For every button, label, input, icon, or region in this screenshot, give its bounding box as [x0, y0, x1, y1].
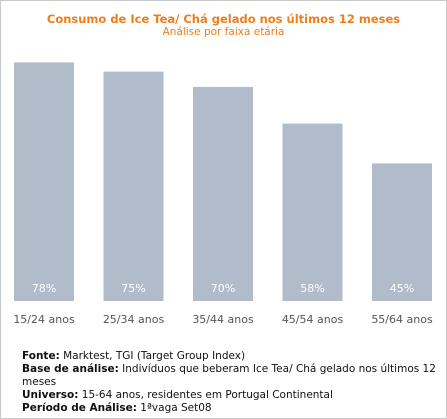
note-period-text: 1ªvaga Set08: [140, 402, 212, 414]
bar-value-label-3: 70%: [211, 282, 235, 295]
bar-3: [193, 86, 253, 302]
category-label-1: 15/24 anos: [13, 313, 75, 326]
chart-subtitle: Análise por faixa etária: [162, 26, 285, 38]
note-source: Fonte: Marktest, TGI (Target Group Index…: [22, 350, 437, 363]
note-universe-text: 15-64 anos, residentes em Portugal Conti…: [81, 389, 333, 401]
bar-2: [103, 71, 164, 301]
category-label-3: 35/44 anos: [192, 313, 254, 326]
note-source-text: Marktest, TGI (Target Group Index): [63, 350, 246, 362]
chart-notes: Fonte: Marktest, TGI (Target Group Index…: [22, 350, 437, 415]
bar-value-label-1: 78%: [32, 282, 56, 295]
bar-chart: 78% 15/24 anos 75% 25/34 anos 70% 35/44 anos 5…: [13, 62, 433, 326]
note-universe: Universo: 15-64 anos, residentes em Port…: [22, 389, 437, 402]
bar-value-label-2: 75%: [121, 282, 145, 295]
category-label-5: 55/64 anos: [371, 313, 433, 326]
bar-value-label-5: 45%: [390, 282, 414, 295]
note-base-text: Indivíduos que beberam Ice Tea/ Chá gela…: [22, 363, 436, 388]
note-source-label: Fonte:: [22, 350, 60, 362]
bar-1: [14, 62, 74, 302]
category-label-4: 45/54 anos: [282, 313, 344, 326]
category-label-2: 25/34 anos: [103, 313, 165, 326]
note-base: Base de análise: Indivíduos que beberam …: [22, 363, 437, 389]
chart-title: Consumo de Ice Tea/ Chá gelado nos últim…: [46, 12, 401, 26]
note-period-label: Período de Análise:: [22, 402, 137, 414]
bar-4: [282, 123, 343, 301]
note-base-label: Base de análise:: [22, 363, 119, 375]
bar-value-label-4: 58%: [300, 282, 324, 295]
note-universe-label: Universo:: [22, 389, 79, 401]
note-period: Período de Análise: 1ªvaga Set08: [22, 402, 437, 415]
bar-5: [372, 163, 432, 301]
